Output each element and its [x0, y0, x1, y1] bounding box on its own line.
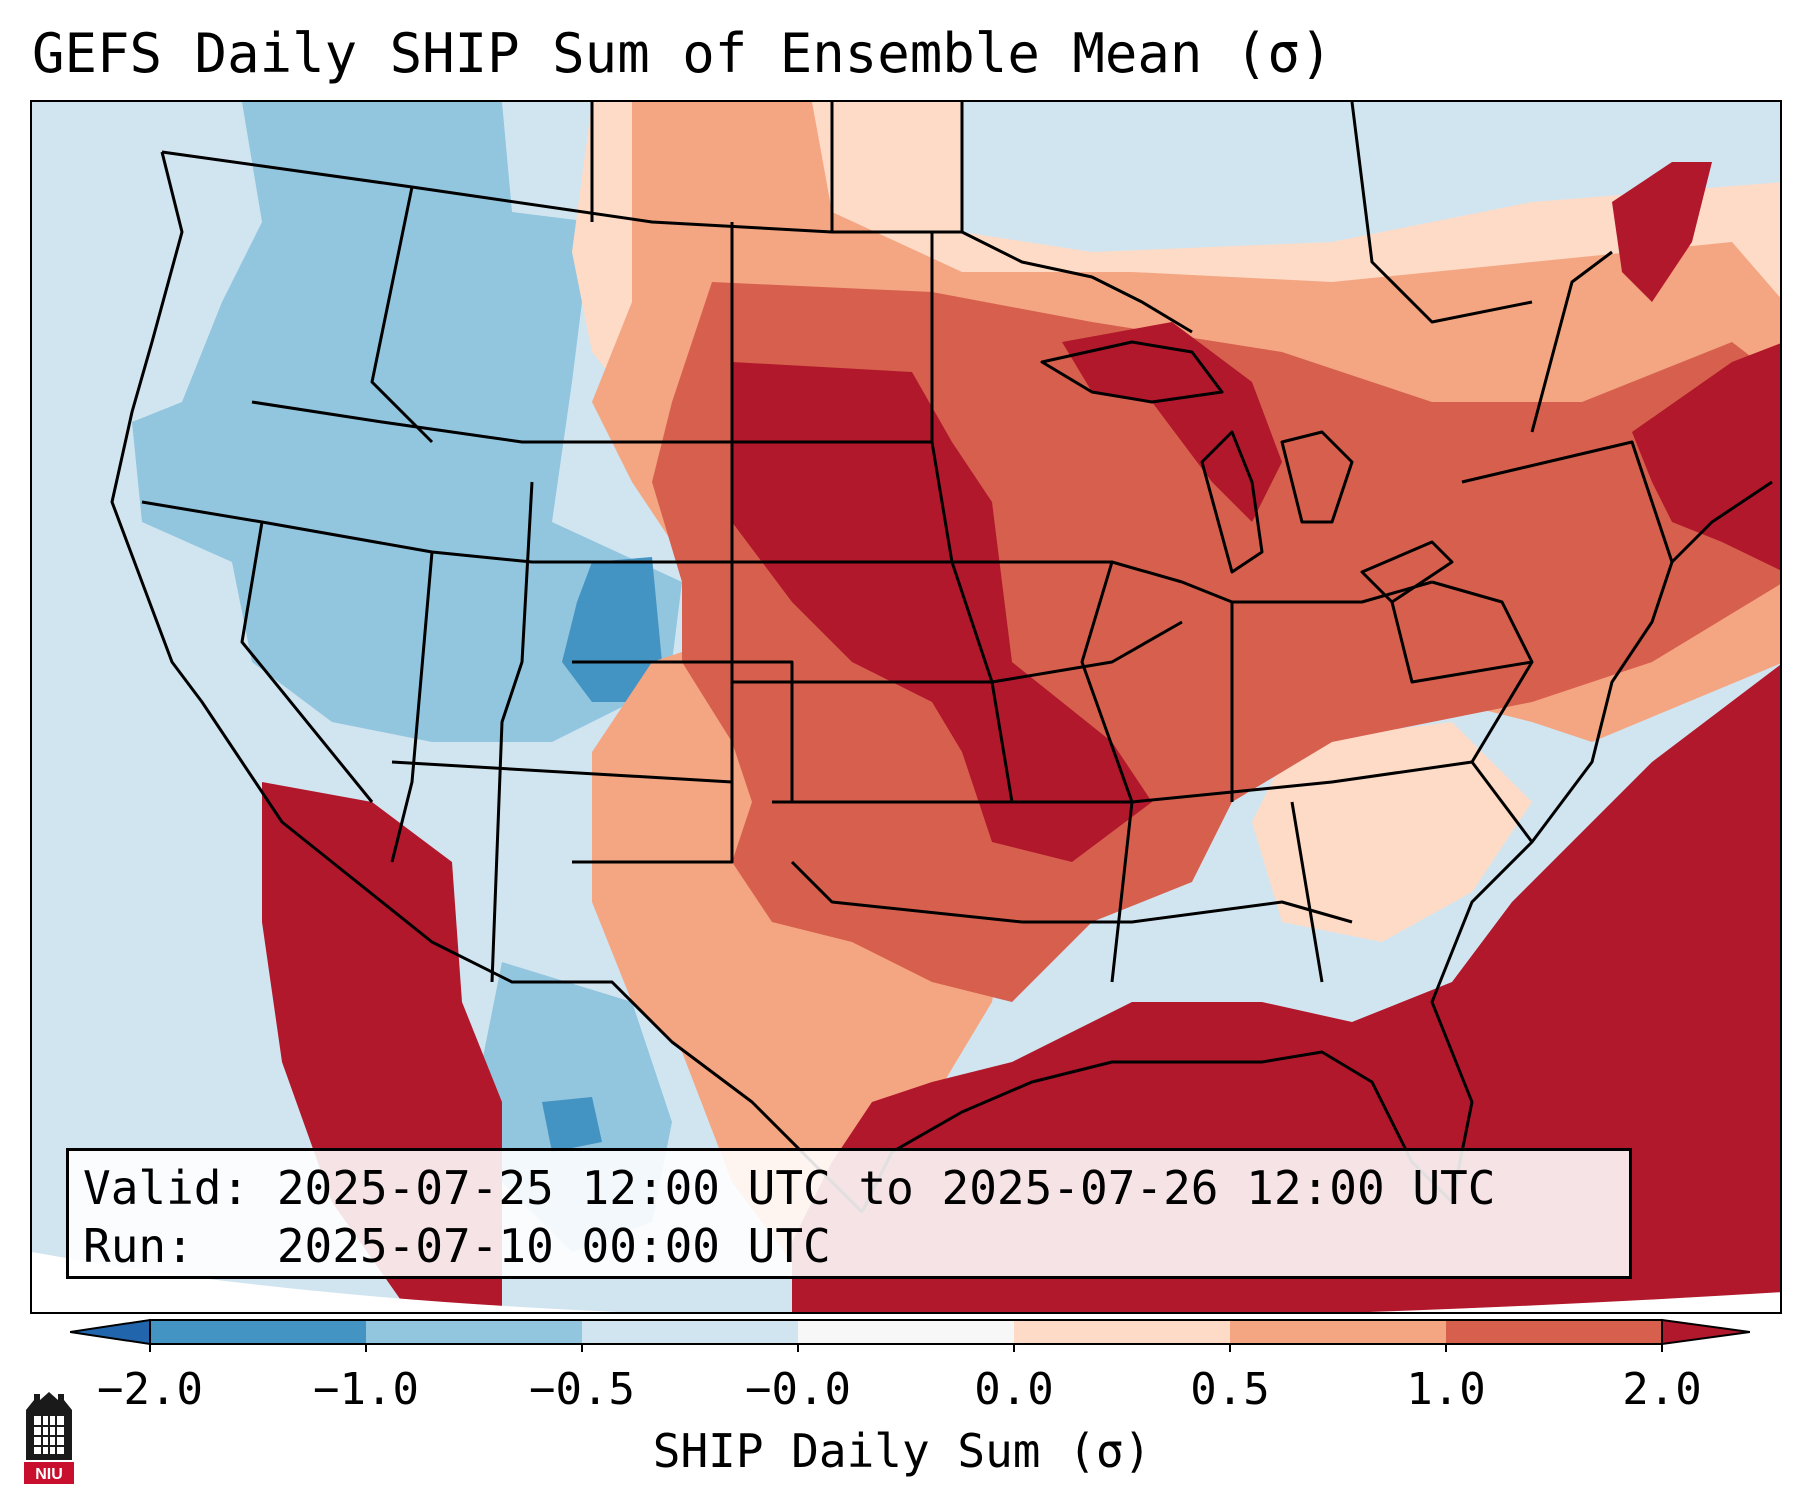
colorbar-bin-6 — [1230, 1320, 1446, 1344]
field-blue-west — [132, 102, 682, 742]
field-lightpink-se — [1252, 722, 1532, 942]
logo-text: NIU — [35, 1466, 63, 1483]
colorbar-tick-label: 1.0 — [1406, 1364, 1486, 1415]
field-darkred-greatlakes — [1062, 322, 1282, 522]
colorbar-ticks — [149, 1344, 1663, 1352]
colorbar-tick-label: 0.5 — [1190, 1364, 1270, 1415]
colorbar-bin-2 — [366, 1320, 582, 1344]
niu-logo: NIU — [24, 1392, 74, 1484]
colorbar-tick-label: −0.5 — [529, 1364, 635, 1415]
field-darkblue-mexico — [542, 1097, 602, 1152]
field-darkblue-colorado — [562, 557, 662, 702]
map-canvas — [32, 102, 1780, 1312]
colorbar-bin-4 — [798, 1320, 1014, 1344]
colorbar-tick-label: −2.0 — [97, 1364, 203, 1415]
colorbar-label: SHIP Daily Sum (σ) — [652, 1424, 1152, 1478]
map-panel — [30, 100, 1782, 1314]
field-darkred-quebec — [1612, 162, 1712, 302]
valid-time-text: Valid: 2025-07-25 12:00 UTC to 2025-07-2… — [83, 1161, 1496, 1215]
field-darkred-plains — [732, 362, 1152, 862]
colorbar-tick-label: −1.0 — [313, 1364, 419, 1415]
colorbar-extend-low — [70, 1318, 151, 1346]
colorbar-bin-5 — [1014, 1320, 1230, 1344]
colorbar-outline — [149, 1319, 1663, 1345]
colorbar-extend-high — [1661, 1318, 1750, 1346]
field-darkred-northeast — [1632, 343, 1780, 571]
colorbar-bin-1 — [150, 1320, 366, 1344]
colorbar-tick-label: 2.0 — [1622, 1364, 1702, 1415]
chart-title: GEFS Daily SHIP Sum of Ensemble Mean (σ) — [32, 22, 1333, 85]
colorbar-bin-7 — [1446, 1320, 1662, 1344]
valid-run-info-box: Valid: 2025-07-25 12:00 UTC to 2025-07-2… — [66, 1148, 1632, 1279]
boundaries — [110, 102, 1773, 1214]
colorbar-tick-label: 0.0 — [974, 1364, 1054, 1415]
run-time-text: Run: 2025-07-10 00:00 UTC — [83, 1219, 831, 1273]
colorbar-bin-3 — [582, 1320, 798, 1344]
colorbar — [70, 1318, 1750, 1352]
colorbar-tick-label: −0.0 — [745, 1364, 851, 1415]
projection-edge — [32, 1252, 1780, 1312]
